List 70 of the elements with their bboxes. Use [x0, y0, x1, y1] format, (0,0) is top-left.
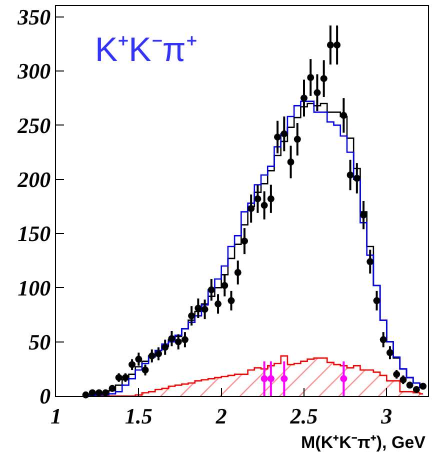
point — [294, 136, 301, 143]
point — [373, 297, 380, 304]
point — [102, 389, 110, 396]
point — [174, 338, 182, 346]
y-tick-label: 350 — [16, 4, 51, 30]
point — [420, 382, 427, 390]
y-tick-label: 50 — [28, 330, 51, 355]
point — [360, 212, 368, 219]
x-tick-label: 3 — [380, 403, 392, 428]
point — [406, 382, 414, 389]
text: K⁺K⁻π⁺ — [95, 31, 197, 69]
y-tick-label: 150 — [18, 221, 51, 246]
x-tick-label: 2 — [214, 403, 227, 428]
y-tick-label: 100 — [18, 275, 51, 300]
point — [135, 356, 142, 363]
x-tick-label: 1.5 — [124, 403, 152, 428]
point — [366, 258, 374, 266]
y-tick-label: 0 — [40, 384, 51, 409]
point — [221, 282, 228, 289]
point — [260, 202, 268, 209]
point — [240, 238, 248, 245]
point — [267, 375, 274, 382]
point — [320, 75, 328, 82]
point — [88, 389, 96, 396]
point — [248, 205, 255, 212]
y-tick-label: 250 — [16, 112, 51, 138]
point — [280, 130, 288, 138]
point — [412, 386, 420, 393]
point — [201, 306, 208, 313]
point — [353, 174, 360, 182]
point — [115, 374, 122, 382]
point — [168, 335, 176, 342]
point — [95, 389, 102, 396]
point — [234, 269, 242, 276]
point — [307, 74, 314, 81]
point — [287, 158, 294, 166]
point — [122, 374, 129, 382]
point — [314, 89, 321, 96]
point — [228, 297, 235, 304]
y-tick-label: 300 — [16, 58, 51, 84]
point — [267, 195, 274, 202]
point — [380, 336, 387, 344]
point — [386, 349, 394, 356]
point — [300, 94, 308, 102]
point — [340, 112, 348, 119]
point — [214, 300, 222, 308]
point — [142, 366, 149, 374]
point — [400, 376, 407, 384]
point — [334, 42, 341, 48]
point — [280, 375, 288, 382]
point — [393, 370, 400, 378]
x-tick-label: 1 — [50, 403, 62, 428]
point — [326, 42, 334, 48]
point — [128, 361, 136, 368]
point — [181, 336, 188, 344]
point — [148, 352, 156, 360]
x-tick-label: 2.5 — [289, 403, 318, 428]
point — [194, 304, 202, 312]
point — [340, 375, 348, 382]
point — [108, 384, 116, 392]
y-tick-label: 200 — [16, 167, 51, 192]
point — [274, 134, 282, 141]
point — [162, 344, 169, 351]
point — [346, 172, 354, 178]
point — [254, 195, 262, 202]
point — [260, 375, 268, 382]
point — [188, 312, 196, 320]
point — [155, 350, 162, 358]
x-axis-title: M(K⁺K⁻π⁺), GeV — [301, 433, 426, 452]
point — [208, 286, 215, 294]
